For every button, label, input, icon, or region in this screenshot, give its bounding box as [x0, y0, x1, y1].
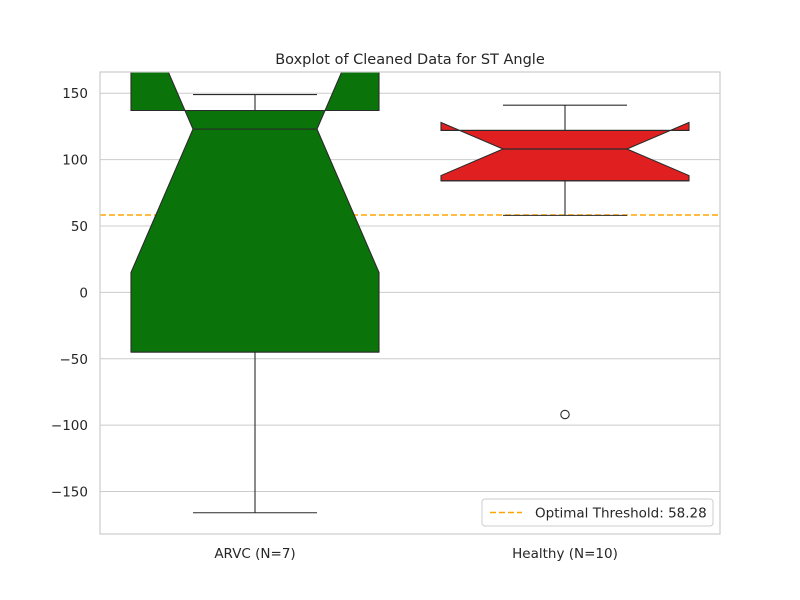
legend: Optimal Threshold: 58.28	[481, 498, 714, 527]
y-tick-label: −50	[60, 352, 89, 368]
x-tick-label: Healthy (N=10)	[512, 546, 618, 562]
y-tick-label: 100	[62, 153, 88, 169]
legend-frame	[481, 498, 714, 527]
y-tick-label: 150	[62, 86, 88, 102]
box-group	[130, 72, 380, 514]
y-tick-label: −150	[51, 485, 88, 501]
box-group	[440, 104, 690, 420]
x-tick-label: ARVC (N=7)	[214, 546, 295, 562]
outlier-point	[560, 409, 570, 420]
y-tick-label: 0	[79, 285, 88, 301]
chart-title: Boxplot of Cleaned Data for ST Angle	[275, 52, 545, 68]
y-tick-label: 50	[71, 219, 88, 235]
legend-threshold-label: Optimal Threshold: 58.28	[535, 506, 707, 522]
plot-frame	[99, 71, 721, 535]
notched-box	[440, 121, 690, 182]
y-tick-label: −100	[51, 418, 88, 434]
